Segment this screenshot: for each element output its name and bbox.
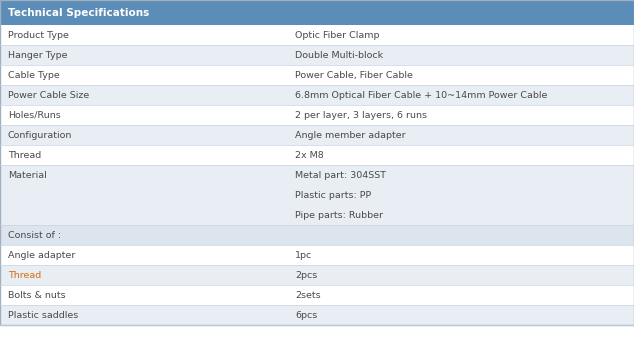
Text: Product Type: Product Type <box>8 31 69 40</box>
Text: 6pcs: 6pcs <box>295 311 317 320</box>
Text: Metal part: 304SST: Metal part: 304SST <box>295 170 386 179</box>
Text: Technical Specifications: Technical Specifications <box>8 8 149 17</box>
Text: Optic Fiber Clamp: Optic Fiber Clamp <box>295 31 380 40</box>
Text: Plastic parts: PP: Plastic parts: PP <box>295 191 372 200</box>
Text: Configuration: Configuration <box>8 130 72 139</box>
Text: Pipe parts: Rubber: Pipe parts: Rubber <box>295 211 383 220</box>
Bar <box>0 105 634 125</box>
Bar <box>0 145 634 165</box>
Text: 1pc: 1pc <box>295 251 313 260</box>
Text: Double Multi-block: Double Multi-block <box>295 51 383 59</box>
Text: Thread: Thread <box>8 271 41 279</box>
Text: Power Cable, Fiber Cable: Power Cable, Fiber Cable <box>295 70 413 79</box>
Bar <box>0 125 634 145</box>
Text: Consist of :: Consist of : <box>8 230 61 239</box>
Text: 6.8mm Optical Fiber Cable + 10~14mm Power Cable: 6.8mm Optical Fiber Cable + 10~14mm Powe… <box>295 91 547 100</box>
Text: Material: Material <box>8 170 47 179</box>
Bar <box>0 265 634 285</box>
Text: 2x M8: 2x M8 <box>295 151 324 160</box>
Bar <box>0 285 634 305</box>
Text: Power Cable Size: Power Cable Size <box>8 91 89 100</box>
Text: 2 per layer, 3 layers, 6 runs: 2 per layer, 3 layers, 6 runs <box>295 110 427 119</box>
Text: Angle member adapter: Angle member adapter <box>295 130 406 139</box>
Text: Cable Type: Cable Type <box>8 70 60 79</box>
Bar <box>0 65 634 85</box>
Bar <box>0 225 634 245</box>
Bar <box>0 245 634 265</box>
Bar <box>0 0 634 25</box>
Text: Thread: Thread <box>8 151 41 160</box>
Bar <box>0 305 634 325</box>
Bar <box>0 45 634 65</box>
Text: Plastic saddles: Plastic saddles <box>8 311 78 320</box>
Text: Angle adapter: Angle adapter <box>8 251 75 260</box>
Bar <box>0 85 634 105</box>
Bar <box>0 165 634 225</box>
Text: Hanger Type: Hanger Type <box>8 51 67 59</box>
Bar <box>0 25 634 45</box>
Text: Bolts & nuts: Bolts & nuts <box>8 290 66 299</box>
Text: Holes/Runs: Holes/Runs <box>8 110 61 119</box>
Text: 2pcs: 2pcs <box>295 271 317 279</box>
Text: 2sets: 2sets <box>295 290 321 299</box>
